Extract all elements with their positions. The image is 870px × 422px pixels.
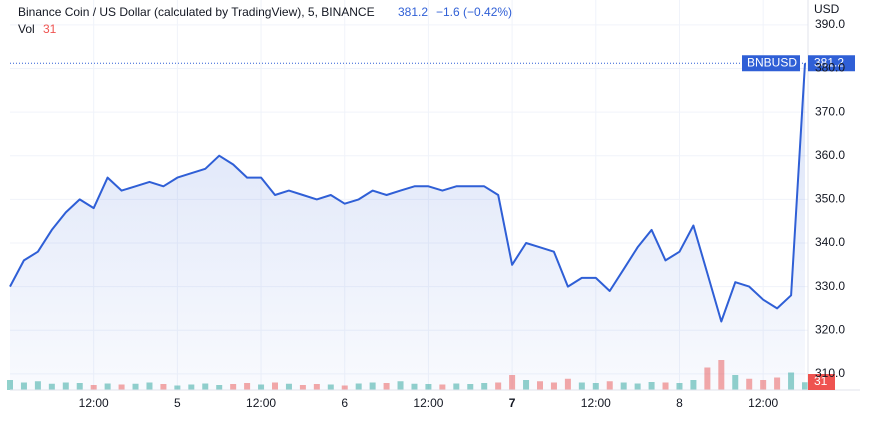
x-tick-label: 7 [509,396,516,410]
x-tick-label: 6 [341,396,348,410]
x-tick-label: 12:00 [581,396,611,410]
y-tick-label: 360.0 [815,148,845,162]
price-tag: 381.2 [814,55,844,69]
price-tag-bg [808,55,855,72]
y-tick-label: 310.0 [815,366,845,380]
x-tick-label: 12:00 [79,396,109,410]
series-tag-bg [742,55,800,72]
y-tick-label: 350.0 [815,192,845,206]
y-tick-label: 390.0 [815,17,845,31]
volume-tag-bg [808,374,835,390]
x-tick-label: 12:00 [748,396,778,410]
currency-label: USD [814,2,840,16]
area-fill [10,63,805,391]
x-tick-label: 8 [676,396,683,410]
y-tick-label: 380.0 [815,61,845,75]
y-tick-label: 330.0 [815,279,845,293]
price-change: −1.6 (−0.42%) [436,5,512,19]
chart-title: Binance Coin / US Dollar (calculated by … [18,5,375,19]
y-tick-label: 320.0 [815,322,845,336]
y-tick-label: 370.0 [815,104,845,118]
price-line [9,63,806,323]
volume-value: 31 [43,22,57,36]
volume-label: Vol [18,22,35,36]
y-tick-label: 340.0 [815,235,845,249]
volume-tag: 31 [814,374,828,388]
x-tick-label: 5 [174,396,181,410]
series-tag: BNBUSD [747,55,797,69]
last-price: 381.2 [398,5,428,19]
x-tick-label: 12:00 [246,396,276,410]
x-tick-label: 12:00 [413,396,443,410]
